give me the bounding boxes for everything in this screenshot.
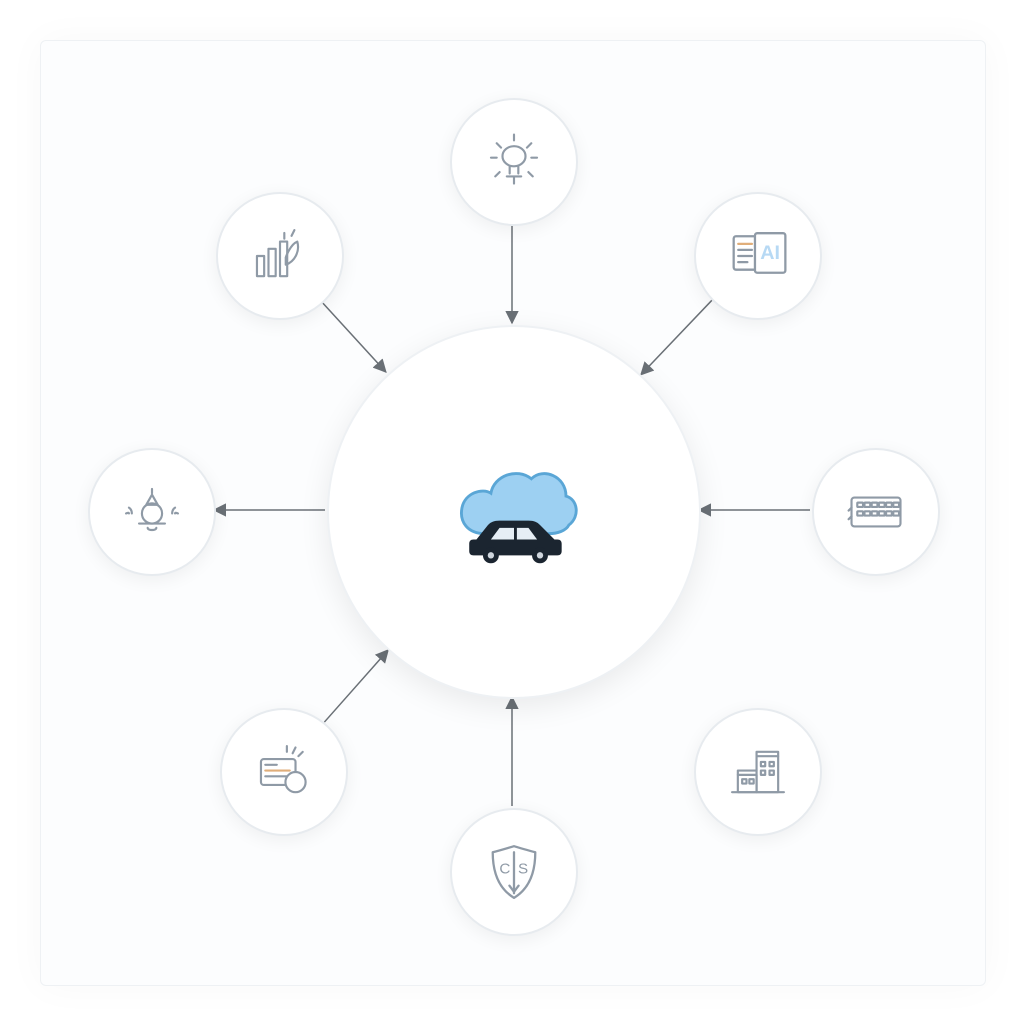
cloud-car-icon: [429, 447, 599, 577]
building-icon: [722, 736, 794, 808]
node-dashboard: [812, 448, 940, 576]
node-monitor: [220, 708, 348, 836]
ai-document-icon: AI: [720, 218, 796, 294]
node-security: C S: [450, 808, 578, 936]
shield-icon: C S: [476, 834, 552, 910]
node-analytics: [216, 192, 344, 320]
svg-text:C: C: [499, 861, 510, 878]
diagram-canvas: AI: [0, 0, 1024, 1024]
lightbulb-icon: [478, 126, 550, 198]
hub-node: [327, 325, 701, 699]
alert-bell-icon: [116, 476, 188, 548]
node-idea: [450, 98, 578, 226]
monitor-icon: [248, 736, 320, 808]
svg-text:AI: AI: [760, 242, 780, 264]
dashboard-icon: [840, 476, 912, 548]
svg-text:S: S: [518, 861, 528, 878]
node-ai-docs: AI: [694, 192, 822, 320]
chart-icon: [244, 220, 316, 292]
node-alert: [88, 448, 216, 576]
node-facility: [694, 708, 822, 836]
